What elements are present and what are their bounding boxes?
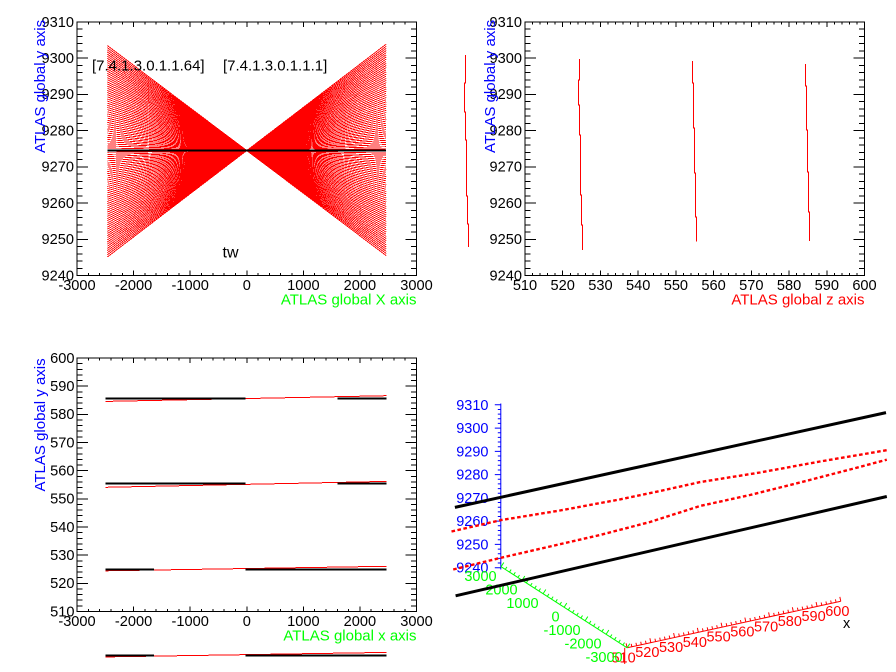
svg-text:510: 510	[611, 650, 635, 666]
svg-text:9290: 9290	[456, 444, 488, 460]
svg-text:550: 550	[706, 630, 730, 646]
svg-text:9260: 9260	[490, 196, 522, 212]
svg-text:570: 570	[50, 435, 74, 451]
svg-text:9270: 9270	[490, 160, 522, 176]
svg-text:-3000: -3000	[58, 614, 95, 630]
svg-text:9280: 9280	[456, 468, 488, 484]
svg-text:ATLAS global z axis: ATLAS global z axis	[731, 292, 864, 309]
svg-text:560: 560	[50, 463, 74, 479]
svg-text:9280: 9280	[42, 123, 74, 139]
svg-text:530: 530	[50, 548, 74, 564]
svg-text:-3000: -3000	[58, 278, 95, 294]
svg-text:540: 540	[683, 635, 707, 651]
svg-text:[7.4.1.3.0.1.1.1]: [7.4.1.3.0.1.1.1]	[223, 58, 327, 75]
svg-text:9250: 9250	[42, 232, 74, 248]
svg-text:580: 580	[778, 614, 802, 630]
svg-text:560: 560	[730, 624, 754, 640]
svg-text:x: x	[843, 616, 851, 632]
svg-text:-1000: -1000	[172, 614, 209, 630]
svg-text:2000: 2000	[344, 278, 376, 294]
svg-text:600: 600	[825, 604, 849, 620]
svg-text:[7.4.1.3.0.1.1.64]: [7.4.1.3.0.1.1.64]	[92, 58, 205, 75]
svg-text:520: 520	[635, 645, 659, 661]
svg-text:580: 580	[777, 278, 801, 294]
svg-text:2000: 2000	[344, 614, 376, 630]
svg-text:-2000: -2000	[565, 637, 602, 653]
svg-text:1000: 1000	[287, 278, 319, 294]
svg-text:580: 580	[50, 407, 74, 423]
svg-text:540: 540	[626, 278, 650, 294]
svg-text:9290: 9290	[42, 87, 74, 103]
svg-text:9300: 9300	[490, 51, 522, 67]
svg-text:3000: 3000	[400, 614, 432, 630]
svg-text:-3000: -3000	[586, 650, 623, 666]
svg-text:1000: 1000	[506, 596, 538, 612]
svg-text:0: 0	[243, 614, 251, 630]
svg-text:510: 510	[513, 278, 537, 294]
svg-text:9300: 9300	[456, 421, 488, 437]
svg-text:0: 0	[243, 278, 251, 294]
svg-text:9240: 9240	[456, 561, 488, 577]
svg-text:9280: 9280	[490, 123, 522, 139]
svg-text:ATLAS global y axis: ATLAS global y axis	[482, 20, 499, 153]
svg-text:tw: tw	[223, 245, 239, 262]
svg-text:560: 560	[701, 278, 725, 294]
svg-text:9250: 9250	[456, 537, 488, 553]
svg-text:ATLAS global X axis: ATLAS global X axis	[281, 292, 417, 309]
svg-text:9290: 9290	[490, 87, 522, 103]
svg-text:570: 570	[754, 619, 778, 635]
svg-text:520: 520	[551, 278, 575, 294]
svg-text:-2000: -2000	[115, 278, 152, 294]
svg-text:9310: 9310	[456, 398, 488, 414]
svg-text:ATLAS global y axis: ATLAS global y axis	[32, 358, 49, 491]
svg-text:9300: 9300	[42, 51, 74, 67]
svg-text:-1000: -1000	[544, 623, 581, 639]
svg-text:9250: 9250	[490, 232, 522, 248]
svg-text:590: 590	[50, 379, 74, 395]
svg-text:600: 600	[50, 351, 74, 367]
svg-text:9240: 9240	[490, 268, 522, 284]
svg-text:530: 530	[659, 640, 683, 656]
svg-text:1000: 1000	[287, 614, 319, 630]
svg-text:3000: 3000	[464, 569, 496, 585]
svg-text:9260: 9260	[42, 196, 74, 212]
svg-text:3000: 3000	[400, 278, 432, 294]
svg-text:9270: 9270	[42, 160, 74, 176]
svg-text:550: 550	[664, 278, 688, 294]
svg-text:520: 520	[50, 576, 74, 592]
svg-text:ATLAS global x axis: ATLAS global x axis	[283, 628, 416, 645]
svg-text:9310: 9310	[490, 15, 522, 31]
svg-text:570: 570	[739, 278, 763, 294]
svg-text:9260: 9260	[456, 514, 488, 530]
svg-text:510: 510	[50, 604, 74, 620]
svg-text:530: 530	[588, 278, 612, 294]
svg-text:0: 0	[552, 610, 560, 626]
svg-text:9310: 9310	[42, 15, 74, 31]
svg-text:600: 600	[852, 278, 876, 294]
svg-text:550: 550	[50, 492, 74, 508]
svg-text:9240: 9240	[42, 268, 74, 284]
svg-text:590: 590	[801, 609, 825, 625]
svg-text:-1000: -1000	[172, 278, 209, 294]
svg-text:590: 590	[815, 278, 839, 294]
svg-text:-2000: -2000	[115, 614, 152, 630]
svg-text:ATLAS global y axis: ATLAS global y axis	[32, 20, 49, 153]
svg-text:540: 540	[50, 520, 74, 536]
